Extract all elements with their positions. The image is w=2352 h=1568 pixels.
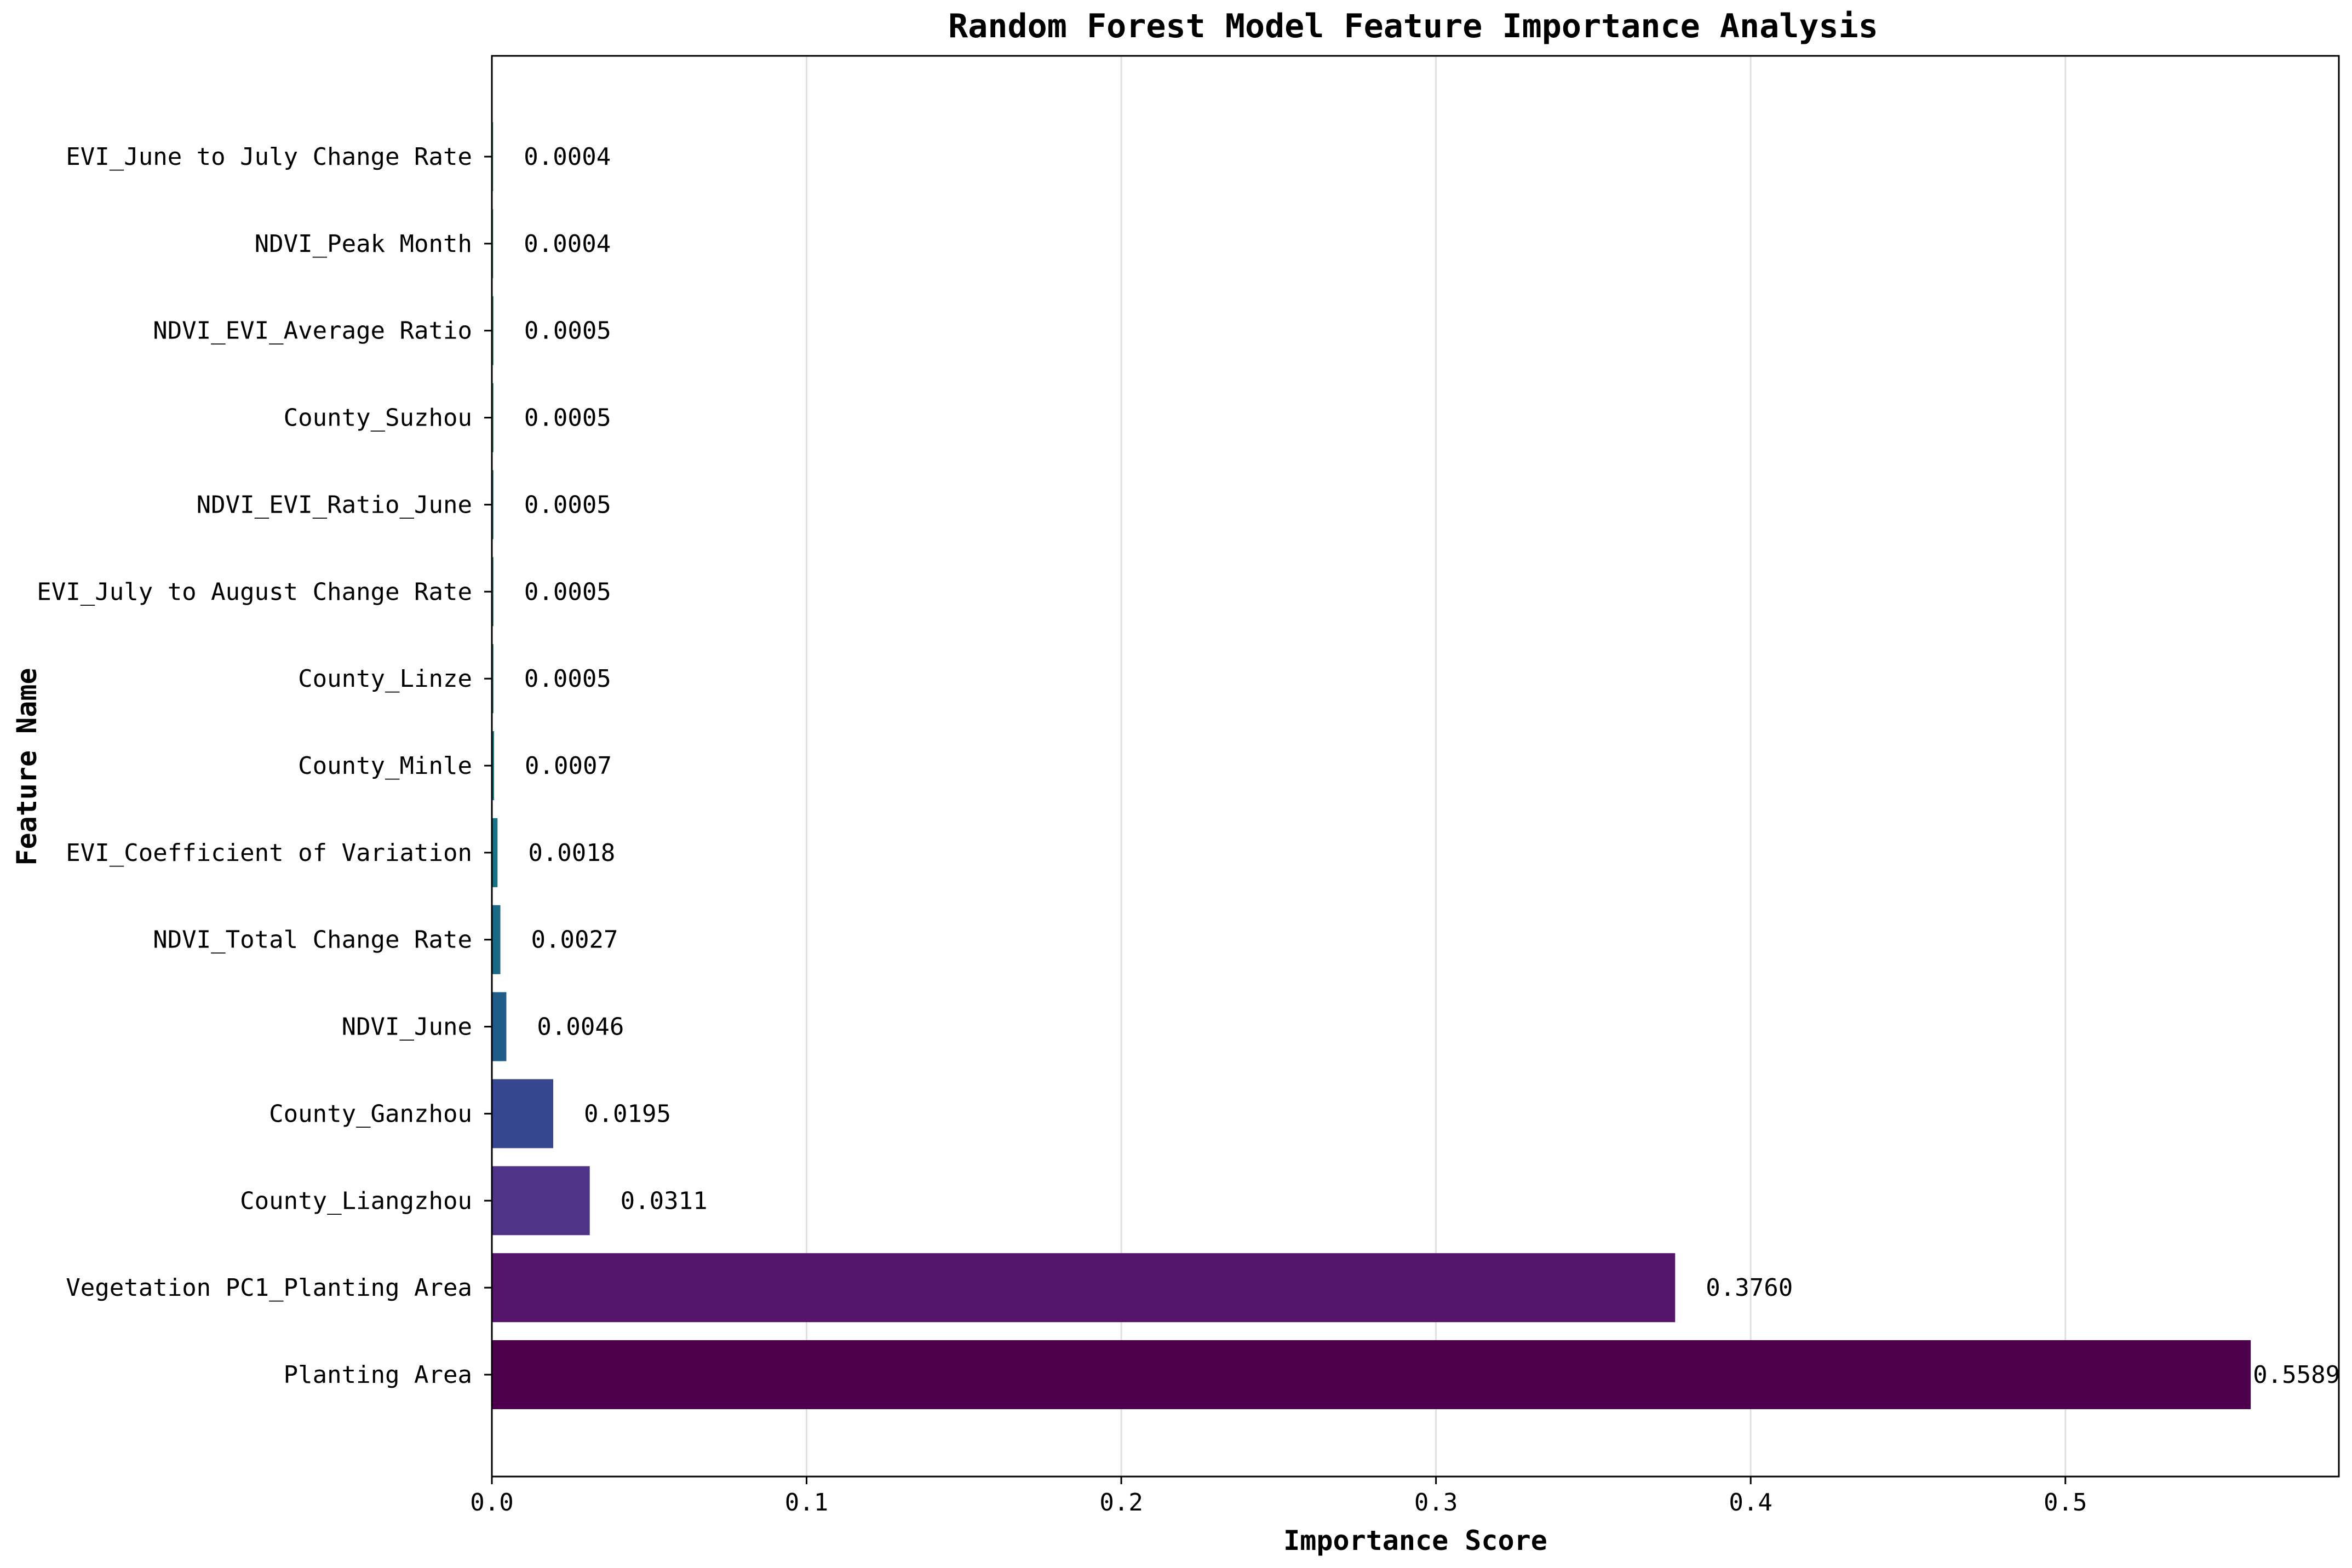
- bar: [492, 1253, 1676, 1323]
- x-tick-label: 0.4: [1729, 1489, 1772, 1517]
- x-axis-title: Importance Score: [1283, 1525, 1547, 1556]
- value-label: 0.0004: [524, 143, 611, 171]
- value-label: 0.0005: [524, 317, 611, 345]
- value-label: 0.0005: [524, 491, 611, 519]
- y-tick-label: NDVI_EVI_Ratio_June: [197, 491, 472, 519]
- y-tick-label: Vegetation PC1_Planting Area: [66, 1274, 472, 1302]
- value-label: 0.0018: [528, 839, 615, 867]
- value-label: 0.0005: [524, 578, 611, 606]
- x-tick-label: 0.5: [2044, 1489, 2087, 1517]
- value-label: 0.0005: [524, 665, 611, 693]
- y-tick-label: County_Liangzhou: [240, 1187, 472, 1215]
- value-label: 0.0005: [524, 404, 611, 432]
- x-tick-label: 0.0: [470, 1489, 513, 1517]
- y-tick-label: EVI_Coefficient of Variation: [66, 839, 472, 867]
- x-tick-label: 0.3: [1414, 1489, 1458, 1517]
- value-label: 0.0007: [525, 752, 612, 780]
- y-tick-label: EVI_June to July Change Rate: [66, 143, 472, 171]
- bar: [492, 731, 495, 800]
- bar: [492, 1079, 554, 1148]
- value-label: 0.0046: [537, 1013, 624, 1041]
- bar: [492, 905, 501, 974]
- x-axis-ticks: 0.0 0.1 0.2 0.3 0.4 0.5: [470, 1477, 2087, 1517]
- y-tick-label: NDVI_Peak Month: [255, 230, 472, 258]
- y-tick-label: NDVI_June: [342, 1013, 472, 1041]
- bars: [492, 122, 2251, 1409]
- y-axis-title: Feature Name: [11, 668, 43, 865]
- y-axis-ticks: Planting Area Vegetation PC1_Planting Are…: [37, 143, 492, 1389]
- x-tick-label: 0.2: [1099, 1489, 1143, 1517]
- value-label: 0.3760: [1706, 1274, 1793, 1302]
- y-tick-label: County_Linze: [298, 665, 472, 693]
- value-label: 0.0195: [584, 1100, 671, 1128]
- value-label: 0.5589: [2253, 1361, 2340, 1389]
- value-labels: 0.5589 0.3760 0.0311 0.0195 0.0046 0.0027 0.00…: [524, 143, 2340, 1389]
- y-tick-label: County_Suzhou: [284, 404, 472, 432]
- bar: [492, 992, 507, 1061]
- x-tick-label: 0.1: [785, 1489, 828, 1517]
- chart-title: Random Forest Model Feature Importance A…: [948, 7, 1878, 45]
- y-tick-label: County_Minle: [298, 752, 472, 780]
- y-tick-label: County_Ganzhou: [269, 1100, 472, 1128]
- value-label: 0.0027: [531, 926, 618, 954]
- bar: [492, 818, 498, 887]
- y-tick-label: EVI_July to August Change Rate: [37, 578, 472, 606]
- y-tick-label: NDVI_Total Change Rate: [153, 926, 472, 954]
- y-tick-label: NDVI_EVI_Average Ratio: [153, 317, 472, 345]
- value-label: 0.0004: [524, 230, 611, 258]
- bar: [492, 1166, 590, 1236]
- y-tick-label: Planting Area: [284, 1361, 472, 1389]
- bar: [492, 1340, 2251, 1409]
- value-label: 0.0311: [621, 1187, 708, 1215]
